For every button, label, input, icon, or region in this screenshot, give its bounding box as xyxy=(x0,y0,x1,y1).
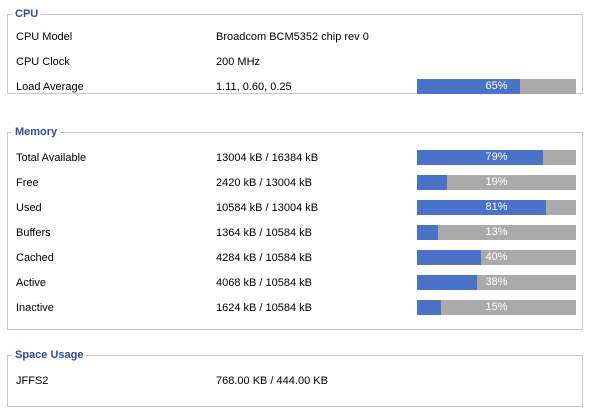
free-row: Free 2420 kB / 13004 kB 19% xyxy=(8,174,582,193)
total-available-row: Total Available 13004 kB / 16384 kB 79% xyxy=(8,149,582,168)
total-available-label: Total Available xyxy=(16,152,87,164)
cpu-clock-label: CPU Clock xyxy=(16,56,70,68)
used-bar-text: 81% xyxy=(485,201,508,213)
load-average-bar-text: 65% xyxy=(485,80,508,92)
cached-row: Cached 4284 kB / 10584 kB 40% xyxy=(8,249,582,268)
jffs2-label: JFFS2 xyxy=(16,375,49,387)
free-bar-text: 19% xyxy=(485,176,508,188)
cpu-model-label: CPU Model xyxy=(16,31,73,43)
buffers-bar: 13% xyxy=(417,225,576,240)
load-average-row: Load Average 1.11, 0.60, 0.25 65% xyxy=(8,78,582,97)
space-usage-section: Space Usage JFFS2 768.00 KB / 444.00 KB xyxy=(7,347,583,407)
free-value: 2420 kB / 13004 kB xyxy=(216,177,313,189)
cached-label: Cached xyxy=(16,252,54,264)
cpu-clock-value: 200 MHz xyxy=(216,56,261,68)
cpu-section: CPU CPU Model Broadcom BCM5352 chip rev … xyxy=(7,6,583,97)
used-bar: 81% xyxy=(417,200,576,215)
cpu-model-value: Broadcom BCM5352 chip rev 0 xyxy=(216,31,369,43)
used-value: 10584 kB / 13004 kB xyxy=(216,202,319,214)
cpu-section-title: CPU xyxy=(12,6,42,22)
cpu-clock-row: CPU Clock 200 MHz xyxy=(8,53,582,72)
buffers-bar-fill xyxy=(417,225,438,240)
load-average-bar-fill xyxy=(417,79,521,94)
active-bar-text: 38% xyxy=(485,276,508,288)
jffs2-value: 768.00 KB / 444.00 KB xyxy=(216,375,328,387)
inactive-bar-fill xyxy=(417,300,441,315)
inactive-label: Inactive xyxy=(16,302,54,314)
total-available-bar-fill xyxy=(417,150,543,165)
used-label: Used xyxy=(16,202,42,214)
inactive-bar: 15% xyxy=(417,300,576,315)
free-bar: 19% xyxy=(417,175,576,190)
active-bar: 38% xyxy=(417,275,576,290)
jffs2-row: JFFS2 768.00 KB / 444.00 KB xyxy=(8,372,582,391)
memory-section-title: Memory xyxy=(12,124,61,140)
active-value: 4068 kB / 10584 kB xyxy=(216,277,313,289)
cached-value: 4284 kB / 10584 kB xyxy=(216,252,313,264)
buffers-row: Buffers 1364 kB / 10584 kB 13% xyxy=(8,224,582,243)
buffers-label: Buffers xyxy=(16,227,51,239)
load-average-label: Load Average xyxy=(16,81,84,93)
active-row: Active 4068 kB / 10584 kB 38% xyxy=(8,274,582,293)
free-bar-fill xyxy=(417,175,448,190)
free-label: Free xyxy=(16,177,39,189)
buffers-bar-text: 13% xyxy=(485,226,508,238)
inactive-row: Inactive 1624 kB / 10584 kB 15% xyxy=(8,299,582,318)
used-row: Used 10584 kB / 13004 kB 81% xyxy=(8,199,582,218)
space-usage-section-title: Space Usage xyxy=(12,347,87,363)
buffers-value: 1364 kB / 10584 kB xyxy=(216,227,313,239)
inactive-bar-text: 15% xyxy=(485,301,508,313)
load-average-bar: 65% xyxy=(417,79,576,94)
memory-section: Memory Total Available 13004 kB / 16384 … xyxy=(7,124,583,330)
total-available-bar-text: 79% xyxy=(485,151,508,163)
cached-bar-text: 40% xyxy=(485,251,508,263)
total-available-value: 13004 kB / 16384 kB xyxy=(216,152,319,164)
total-available-bar: 79% xyxy=(417,150,576,165)
active-label: Active xyxy=(16,277,46,289)
cpu-model-row: CPU Model Broadcom BCM5352 chip rev 0 xyxy=(8,28,582,47)
used-bar-fill xyxy=(417,200,546,215)
load-average-value: 1.11, 0.60, 0.25 xyxy=(216,81,292,93)
active-bar-fill xyxy=(417,275,478,290)
inactive-value: 1624 kB / 10584 kB xyxy=(216,302,313,314)
cached-bar-fill xyxy=(417,250,481,265)
cached-bar: 40% xyxy=(417,250,576,265)
